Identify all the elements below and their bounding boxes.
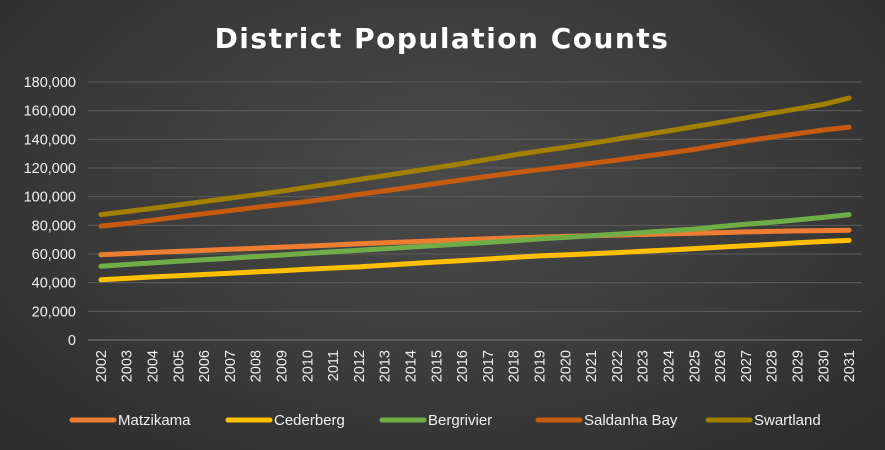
- x-tick-label: 2014: [404, 350, 420, 382]
- x-tick-label: 2004: [146, 350, 162, 382]
- x-tick-label: 2005: [171, 350, 187, 382]
- series-lines: [98, 95, 852, 283]
- legend: Matzikama Cederberg Bergrivier Saldanha Bay…: [69, 412, 821, 429]
- x-tick-label: 2026: [713, 350, 729, 382]
- x-tick-label: 2027: [739, 350, 755, 382]
- x-axis-tick-labels: 2002 2003 2004 2005 2006 2007 2008 2009 2010 2011…: [94, 350, 858, 382]
- x-tick-label: 2011: [326, 350, 342, 381]
- x-tick-label: 2018: [507, 350, 523, 382]
- x-tick-label: 2022: [610, 350, 626, 382]
- x-tick-label: 2019: [533, 350, 549, 382]
- y-tick-label: 100,000: [24, 190, 76, 206]
- series-line-swartland: [98, 95, 852, 218]
- x-tick-label: 2006: [197, 350, 213, 382]
- series-line-matzikama: [98, 227, 852, 258]
- x-tick-label: 2010: [300, 350, 316, 382]
- legend-label: Cederberg: [274, 412, 345, 429]
- x-tick-label: 2031: [842, 350, 858, 382]
- series-line-bergrivier: [98, 212, 852, 269]
- x-tick-label: 2013: [378, 350, 394, 382]
- legend-label: Saldanha Bay: [584, 412, 678, 429]
- legend-label: Matzikama: [118, 412, 191, 429]
- x-tick-label: 2009: [275, 350, 291, 382]
- x-tick-label: 2012: [352, 350, 368, 382]
- gridlines: [88, 81, 862, 341]
- y-tick-label: 0: [68, 333, 76, 349]
- y-tick-label: 140,000: [24, 132, 76, 148]
- x-tick-label: 2025: [687, 350, 703, 382]
- y-tick-label: 180,000: [24, 75, 76, 91]
- series-line-cederberg: [98, 237, 852, 283]
- legend-label: Swartland: [754, 412, 821, 429]
- y-tick-label: 120,000: [24, 161, 76, 177]
- y-axis-tick-labels: 0 20,000 40,000 60,000 80,000 100,000 120,000 1…: [24, 75, 76, 349]
- x-tick-label: 2023: [636, 350, 652, 382]
- x-tick-label: 2029: [791, 350, 807, 382]
- series-line-saldanha-bay: [98, 124, 852, 229]
- x-tick-label: 2021: [584, 350, 600, 382]
- y-tick-label: 20,000: [32, 304, 76, 320]
- x-tick-label: 2008: [249, 350, 265, 382]
- y-tick-label: 160,000: [24, 104, 76, 120]
- x-tick-label: 2020: [558, 350, 574, 382]
- x-tick-label: 2007: [223, 350, 239, 382]
- y-tick-label: 80,000: [32, 218, 76, 234]
- chart-title: District Population Counts: [215, 22, 670, 55]
- x-tick-label: 2002: [94, 350, 110, 382]
- x-tick-label: 2003: [120, 350, 136, 382]
- x-tick-label: 2028: [765, 350, 781, 382]
- x-tick-label: 2030: [816, 350, 832, 382]
- x-tick-label: 2015: [429, 350, 445, 382]
- y-tick-label: 60,000: [32, 247, 76, 263]
- y-tick-label: 40,000: [32, 276, 76, 292]
- x-tick-label: 2016: [455, 350, 471, 382]
- x-tick-label: 2017: [481, 350, 497, 382]
- x-tick-label: 2024: [662, 350, 678, 382]
- legend-label: Bergrivier: [428, 412, 492, 429]
